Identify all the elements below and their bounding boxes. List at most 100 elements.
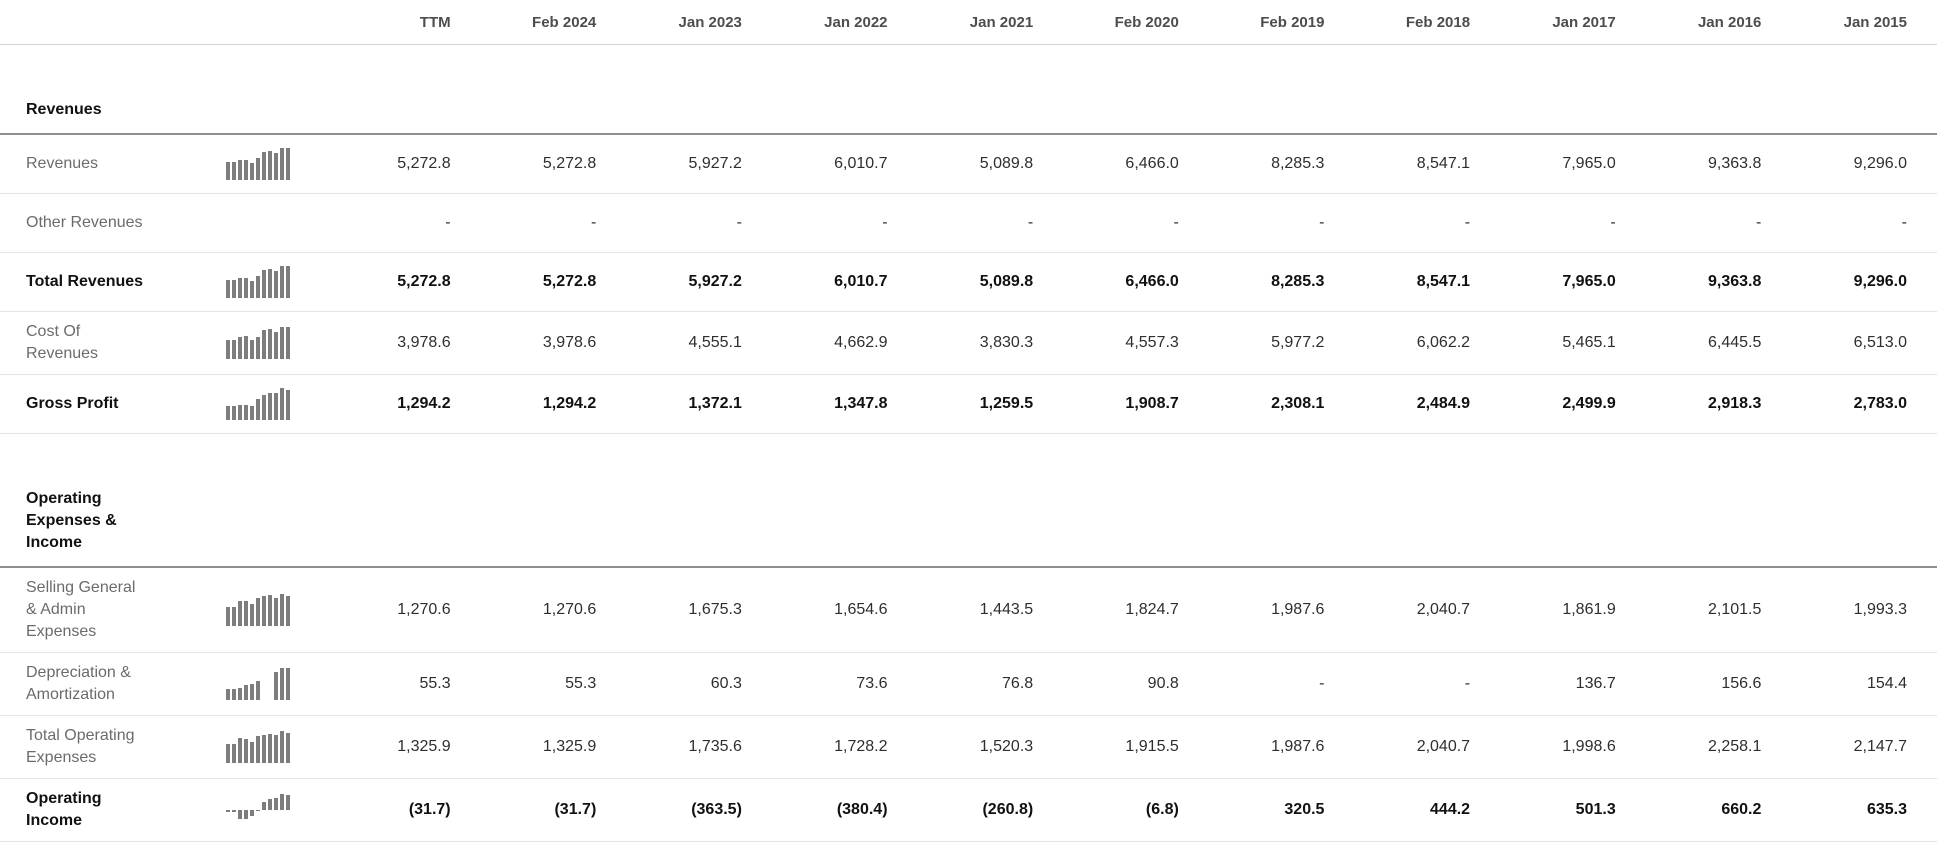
row-sparkline[interactable] (226, 731, 290, 763)
value-cell: 2,499.9 (1562, 395, 1616, 412)
spark-bar (274, 266, 278, 298)
column-header: Feb 2018 (1405, 13, 1471, 31)
row-sparkline-cell (220, 594, 335, 626)
value-cell: 1,675.3 (688, 601, 742, 618)
value-cell: 7,965.0 (1562, 155, 1616, 172)
spark-bar (286, 668, 290, 700)
value-cell: 60.3 (710, 675, 742, 692)
value-cell: - (1027, 214, 1034, 231)
value-cell: 1,347.8 (834, 395, 888, 412)
spark-bar (262, 731, 266, 763)
value-cell: 5,465.1 (1562, 334, 1616, 351)
value-cell: - (590, 214, 597, 231)
spark-bar (286, 266, 290, 298)
row-label: Total Revenues (26, 273, 144, 290)
value-cell: - (1173, 214, 1179, 231)
spark-bar (262, 794, 266, 826)
spark-bar (268, 327, 272, 359)
spark-bar (226, 594, 230, 626)
spark-bar (244, 731, 248, 763)
spark-bar (262, 388, 266, 420)
value-cell: - (1464, 675, 1471, 692)
value-cell: 8,547.1 (1416, 155, 1471, 172)
column-header-row: TTM Feb 2024 Jan 2023 Jan 2022 Jan 2021 Feb 2… (0, 0, 1937, 45)
value-cell: 660.2 (1721, 801, 1762, 818)
value-cell: - (1610, 214, 1616, 231)
statement-table: Revenues Revenues 5,272.8 5,272.8 5,927.2 6… (0, 45, 1937, 842)
row-sparkline[interactable] (226, 266, 290, 298)
spark-bar (268, 594, 272, 626)
spark-bar (274, 668, 278, 700)
table-row: Operating Income (31.7) (31.7) (363.5) (380… (0, 779, 1937, 842)
value-cell: 8,285.3 (1271, 273, 1325, 290)
value-cell: 5,089.8 (979, 155, 1034, 172)
value-cell: 1,270.6 (542, 601, 597, 618)
table-row: Total Operating Expenses 1,325.9 1,325.9 1… (0, 716, 1937, 779)
value-cell: (380.4) (836, 801, 888, 818)
row-label: Revenues (26, 155, 99, 172)
value-cell: 1,270.6 (397, 601, 451, 618)
spark-bar (268, 266, 272, 298)
table-row: Revenues 5,272.8 5,272.8 5,927.2 6,010.7 5,0… (0, 135, 1937, 194)
column-header: Jan 2022 (824, 13, 888, 31)
row-sparkline[interactable] (226, 668, 290, 700)
value-cell: 5,272.8 (542, 155, 597, 172)
value-cell: - (1464, 214, 1471, 231)
value-cell: 2,101.5 (1707, 601, 1762, 618)
value-cell: - (445, 214, 451, 231)
value-cell: 3,978.6 (542, 334, 597, 351)
spark-bar (256, 388, 260, 420)
spark-bar (238, 327, 242, 359)
section-title: Revenues (0, 45, 1937, 135)
spark-bar (238, 594, 242, 626)
spark-bar (250, 327, 254, 359)
value-cell: - (1756, 214, 1762, 231)
value-cell: 1,325.9 (542, 738, 597, 755)
row-sparkline[interactable] (226, 148, 290, 180)
value-cell: 1,915.5 (1125, 738, 1179, 755)
spark-bar (250, 388, 254, 420)
spark-bar (280, 668, 284, 700)
value-cell: 1,728.2 (834, 738, 888, 755)
row-sparkline[interactable] (226, 388, 290, 420)
value-cell: 9,363.8 (1707, 155, 1762, 172)
spark-bar (280, 731, 284, 763)
spark-bar (274, 388, 278, 420)
column-header: Jan 2017 (1552, 13, 1616, 31)
value-cell: 1,520.3 (979, 738, 1034, 755)
value-cell: 6,466.0 (1125, 155, 1179, 172)
row-sparkline[interactable] (226, 594, 290, 626)
value-cell: - (736, 214, 742, 231)
value-cell: 90.8 (1147, 675, 1179, 692)
column-header: Feb 2019 (1260, 13, 1325, 31)
value-cell: 4,557.3 (1125, 334, 1179, 351)
value-cell: 635.3 (1866, 801, 1907, 818)
spark-bar (226, 731, 230, 763)
spark-bar (274, 731, 278, 763)
spark-bar (244, 266, 248, 298)
value-cell: - (1319, 214, 1325, 231)
value-cell: (31.7) (554, 801, 597, 818)
value-cell: 5,272.8 (397, 155, 451, 172)
value-cell: 5,927.2 (688, 273, 742, 290)
value-cell: 73.6 (856, 675, 888, 692)
value-cell: 1,908.7 (1125, 395, 1179, 412)
spark-bar (280, 327, 284, 359)
value-cell: 2,040.7 (1416, 601, 1471, 618)
value-cell: 1,987.6 (1271, 601, 1325, 618)
row-label: Other Revenues (26, 214, 143, 231)
table-row: Other Revenues - - - - - - - - - - - (0, 194, 1937, 253)
value-cell: 5,272.8 (542, 273, 597, 290)
spark-bar (256, 266, 260, 298)
spark-bar (238, 731, 242, 763)
row-sparkline[interactable] (226, 327, 290, 359)
value-cell: 1,372.1 (688, 395, 742, 412)
row-sparkline[interactable] (226, 794, 290, 826)
value-cell: 156.6 (1721, 675, 1762, 692)
row-label: Total Operating Expenses (26, 727, 135, 766)
value-cell: 2,783.0 (1853, 395, 1907, 412)
value-cell: 5,089.8 (979, 273, 1034, 290)
value-cell: 1,861.9 (1562, 601, 1616, 618)
spark-bar (226, 266, 230, 298)
spark-bar (232, 388, 236, 420)
